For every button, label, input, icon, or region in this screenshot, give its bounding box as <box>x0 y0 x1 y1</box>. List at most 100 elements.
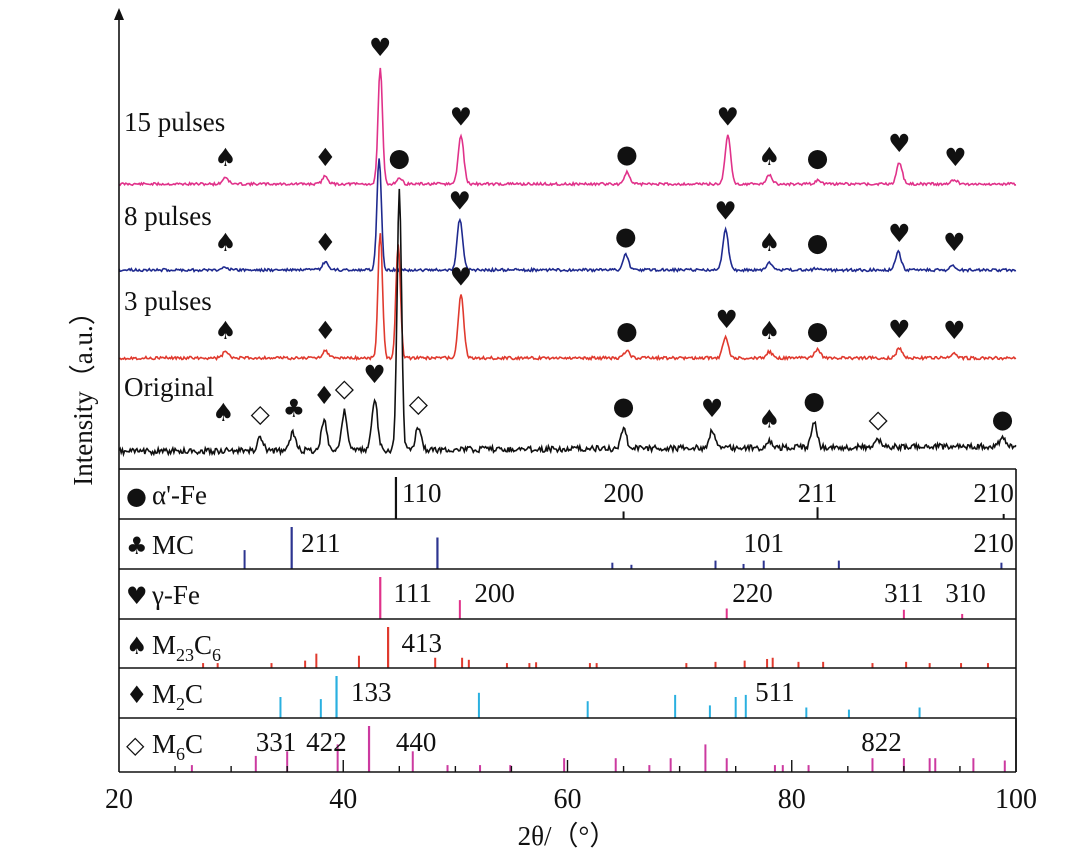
peak-marker: ♥ <box>714 197 736 226</box>
phase-symbol: ♥ <box>126 582 148 610</box>
peak-marker: ♥ <box>716 305 738 334</box>
hkl-label: 413 <box>401 628 442 658</box>
peak-marker: ● <box>388 143 410 172</box>
hkl-label: 200 <box>603 478 644 508</box>
peak-marker: ♥ <box>369 33 391 62</box>
peak-marker: ♣ <box>283 394 305 423</box>
phase-name: MC <box>152 530 194 560</box>
peak-marker: ♠ <box>758 142 780 171</box>
peak-marker: ♠ <box>214 228 236 257</box>
phase-symbol: ◇ <box>126 731 145 759</box>
hkl-label: 200 <box>474 578 515 608</box>
x-tick-group: 20 40 60 80 100 <box>105 760 1037 815</box>
x-axis-label: 2θ/（°） <box>518 821 617 851</box>
series-label: 15 pulses <box>124 107 225 137</box>
curve-3-pulses <box>118 233 1017 362</box>
peak-marker: ♥ <box>717 103 739 132</box>
peak-marker: ● <box>807 316 829 345</box>
peak-marker: ◇ <box>251 399 271 428</box>
ref-panel-6: 331 422 440 822 ◇ M6C <box>119 717 1017 772</box>
peak-marker: ♠ <box>758 316 780 345</box>
phase-symbol: ♣ <box>126 532 148 560</box>
hkl-label: 440 <box>396 727 437 757</box>
ref-panel-2: 211 101 210 ♣ MC <box>119 518 1017 569</box>
peak-marker: ♥ <box>943 316 965 345</box>
peak-marker: ♥ <box>363 360 385 389</box>
x-tick-label: 100 <box>995 784 1037 815</box>
peak-marker: ♥ <box>888 129 910 158</box>
hkl-label: 311 <box>884 578 924 608</box>
hkl-label: 210 <box>973 478 1014 508</box>
x-tick-label: 40 <box>329 784 357 815</box>
peak-marker: ♠ <box>758 228 780 257</box>
hkl-label: 822 <box>861 727 902 757</box>
peak-markers: ♠ ♦ ●♥♥●♥♠ ● ♥ ♥♠ ♦♥●♥♠ ● ♥ ♥♠ ♦♥● ♥ ♠ ● ♥ ♥♠ ◇ ♣ ♦ ◇ ♥◇ ● ♥ ♠●… <box>212 33 1013 433</box>
ref-panel-1: 110 200 211 210 ● α'-Fe <box>119 468 1017 519</box>
peak-marker: ● <box>616 140 638 169</box>
phase-symbol: ● <box>126 482 147 510</box>
peak-marker: ● <box>992 404 1014 433</box>
hkl-label: 210 <box>973 528 1014 558</box>
peak-marker: ♦ <box>314 228 336 257</box>
hkl-label: 111 <box>394 578 433 608</box>
peak-marker: ◇ <box>409 389 429 418</box>
ref-panel-4: 413 ♠ M23C6 <box>119 618 1017 668</box>
peak-marker: ♥ <box>943 228 965 257</box>
peak-marker: ♥ <box>701 394 723 423</box>
x-tick-label: 60 <box>554 784 582 815</box>
phase-symbol: ♠ <box>126 632 148 660</box>
peak-marker: ♠ <box>212 398 234 427</box>
peak-marker: ♥ <box>450 263 472 292</box>
curve-original <box>118 188 1017 458</box>
peak-marker: ♠ <box>214 143 236 172</box>
series-label: Original <box>124 372 214 402</box>
peak-marker: ♦ <box>314 143 336 172</box>
peak-marker: ● <box>807 228 829 257</box>
hkl-label: 101 <box>743 528 784 558</box>
phase-name: M2C <box>152 679 203 714</box>
hkl-label: 331 <box>256 727 297 757</box>
hkl-label: 310 <box>945 578 986 608</box>
hkl-label: 422 <box>306 727 347 757</box>
x-tick-label: 80 <box>778 784 806 815</box>
phase-name: α'-Fe <box>152 480 207 510</box>
peak-marker: ♦ <box>314 316 336 345</box>
ref-panel-5: 133 511 ♦ M2C <box>119 667 1017 718</box>
peak-marker: ♥ <box>888 219 910 248</box>
x-tick-label: 20 <box>105 784 133 815</box>
peak-marker: ♦ <box>313 381 335 410</box>
peak-marker: ♥ <box>944 143 966 172</box>
hkl-label: 211 <box>798 478 838 508</box>
peak-marker: ● <box>616 316 638 345</box>
phase-name: M23C6 <box>152 630 221 665</box>
hkl-label: 511 <box>755 677 795 707</box>
peak-marker: ♠ <box>758 404 780 433</box>
hkl-label: 211 <box>301 528 341 558</box>
series-labels: 15 pulses 8 pulses 3 pulses Original <box>124 107 225 402</box>
peak-marker: ◇ <box>335 373 355 402</box>
peak-marker: ● <box>613 391 635 420</box>
peak-marker: ♥ <box>888 315 910 344</box>
ref-panel-3: 111 200 220 311 310 ♥ γ-Fe <box>119 568 1017 619</box>
peak-marker: ◇ <box>868 404 888 433</box>
y-axis-label: Intensity（a.u.） <box>68 298 98 485</box>
phase-name: M6C <box>152 729 203 764</box>
peak-marker: ● <box>807 143 829 172</box>
peak-marker: ♠ <box>214 316 236 345</box>
hkl-label: 110 <box>402 478 442 508</box>
peak-marker: ● <box>803 386 825 415</box>
peak-marker: ♥ <box>450 103 472 132</box>
hkl-label: 133 <box>351 677 392 707</box>
curve-15-pulses <box>118 67 1017 187</box>
curve-8-pulses <box>118 158 1017 274</box>
diffraction-curves <box>118 67 1017 458</box>
axes <box>114 8 1016 773</box>
series-label: 3 pulses <box>124 286 212 316</box>
reference-panels: 110 200 211 210 ● α'-Fe 211 101 210 ♣ MC 111 200 220 3… <box>119 468 1017 772</box>
series-label: 8 pulses <box>124 201 212 231</box>
y-axis-arrow-icon <box>114 8 124 20</box>
peak-marker: ● <box>615 221 637 250</box>
phase-name: γ-Fe <box>151 580 200 610</box>
peak-marker: ♥ <box>449 187 471 216</box>
